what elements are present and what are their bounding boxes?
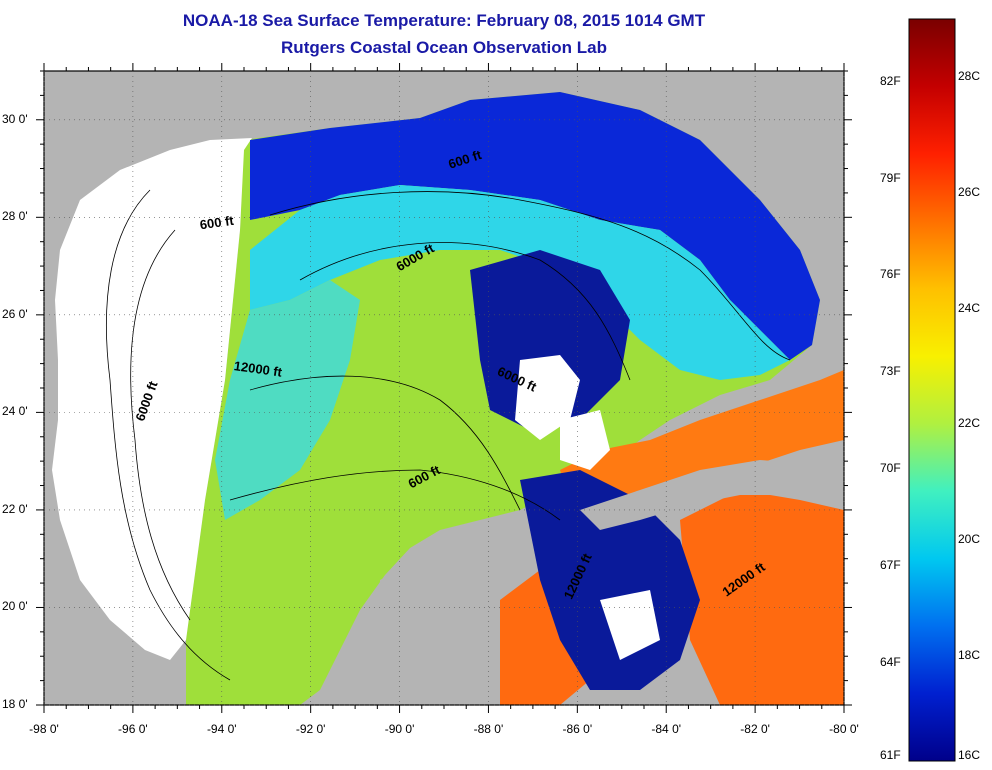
lat-label: 30 0': [2, 111, 28, 126]
west-mixed-water: [215, 280, 360, 520]
colorbar: [908, 18, 956, 762]
colorbar-label-celsius: 20C: [958, 532, 981, 547]
colorbar-label-fahrenheit: 76F: [880, 267, 901, 282]
lon-label: -96 0': [118, 722, 148, 736]
coast-cloud-band: [52, 138, 252, 660]
colorbar-label-celsius: 26C: [958, 184, 981, 199]
lat-label: 24 0': [2, 404, 28, 419]
north-cold-water: [250, 92, 820, 360]
colorbar-label-fahrenheit: 79F: [880, 170, 901, 185]
map-area: [44, 71, 844, 705]
cuba-land: [580, 460, 844, 530]
north-cyan-water: [250, 185, 790, 380]
lon-label: -82 0': [740, 722, 770, 736]
colorbar-label-celsius: 28C: [958, 68, 981, 83]
lat-label: 22 0': [2, 501, 28, 516]
cloud-patch-white-2: [560, 410, 610, 470]
bathymetry-contours: [106, 189, 791, 681]
lat-label: 28 0': [2, 209, 28, 224]
loop-current-warm: [560, 370, 844, 510]
colorbar-label-fahrenheit: 82F: [880, 73, 901, 88]
lon-label: -92 0': [295, 722, 326, 736]
map-title: NOAA-18 Sea Surface Temperature: Februar…: [182, 11, 706, 30]
colorbar-label-celsius: 18C: [958, 648, 981, 663]
cloud-patch-white: [515, 355, 580, 440]
contour-label: 600 ft: [199, 213, 235, 233]
colorbar-label-fahrenheit: 64F: [880, 654, 901, 669]
yucatan-land: [380, 545, 500, 705]
colorbar-label-fahrenheit: 61F: [880, 748, 901, 762]
lat-label: 20 0': [2, 599, 28, 614]
colorbar-label-celsius: 16C: [958, 748, 981, 762]
colorbar-label-fahrenheit: 73F: [880, 364, 901, 379]
lat-label: 26 0': [2, 306, 28, 321]
cloud-patch-central: [470, 250, 630, 430]
colorbar-label-celsius: 22C: [958, 416, 981, 431]
map-subtitle: Rutgers Coastal Ocean Observation Lab: [281, 38, 607, 57]
lon-label: -88 0': [473, 722, 504, 736]
lon-label: -94 0': [206, 722, 237, 736]
lon-label: -84 0': [651, 722, 682, 736]
axis-ticks: [36, 63, 852, 713]
lon-label: -80 0': [829, 722, 859, 736]
lon-label: -90 0': [384, 722, 415, 736]
contour-label: 12000 ft: [233, 358, 284, 380]
colorbar-label-fahrenheit: 70F: [880, 461, 901, 476]
colorbar-label-celsius: 24C: [958, 300, 981, 315]
lon-label: -98 0': [29, 722, 59, 736]
lon-label: -86 0': [562, 722, 593, 736]
southeast-warm: [680, 490, 844, 705]
colorbar-label-fahrenheit: 67F: [880, 557, 901, 572]
lat-label: 18 0': [2, 697, 28, 711]
